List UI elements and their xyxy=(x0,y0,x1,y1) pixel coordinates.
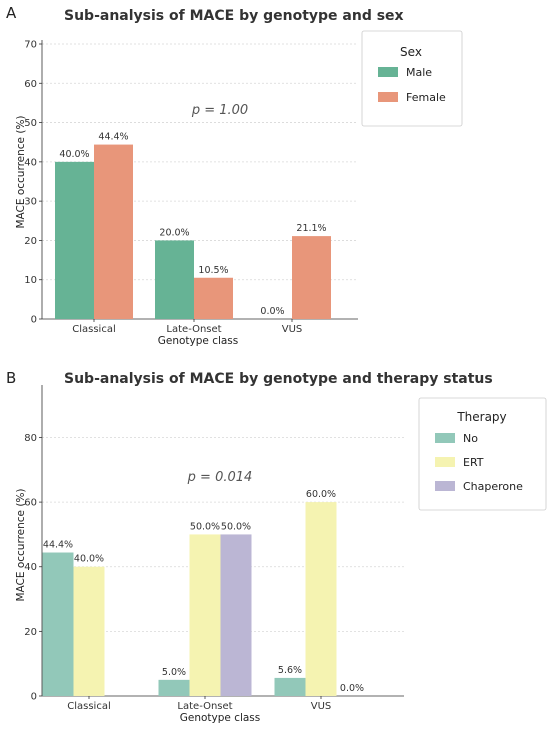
panel-letter-a: A xyxy=(6,4,17,22)
chart-b-y-tick-label: 0 xyxy=(31,692,37,703)
chart-a-data-label: 20.0% xyxy=(159,227,189,238)
chart-a-bar-male-late-onset xyxy=(155,240,194,319)
chart-b-plot: 0 20 40 60 80 44.4% 5.0% 5.6% 40.0% 50.0% 60.0% 50.… xyxy=(24,385,404,712)
chart-b-legend-label-chaperone: Chaperone xyxy=(463,480,523,493)
chart-a-y-tick-label: 50 xyxy=(24,118,37,129)
chart-a-legend-title: Sex xyxy=(400,45,422,59)
chart-b-bar-ert-classical xyxy=(73,566,105,696)
chart-a-plot: 0 10 20 30 40 50 60 70 40.0% 20.0% 0.0% 44.4% 10.5% 2… xyxy=(24,40,358,335)
panel-letter-b: B xyxy=(6,369,16,387)
chart-b-bar-ert-late-onset xyxy=(189,534,221,696)
chart-b-y-tick-label: 60 xyxy=(24,498,37,509)
chart-b-legend-swatch-ert xyxy=(435,457,455,467)
chart-a-y-tick-label: 30 xyxy=(24,197,37,208)
chart-b-y-tick-label: 40 xyxy=(24,562,37,573)
chart-b-legend-swatch-chaperone xyxy=(435,481,455,491)
chart-b-bar-chaperone-late-onset xyxy=(220,534,252,696)
chart-a-data-label: 21.1% xyxy=(296,223,326,234)
chart-b-data-label: 0.0% xyxy=(340,683,364,694)
chart-a-legend-swatch-female xyxy=(378,92,398,102)
chart-a-data-label: 44.4% xyxy=(98,132,128,143)
chart-a-y-tick-label: 70 xyxy=(24,40,37,51)
chart-a-legend-box xyxy=(361,30,463,127)
chart-b-y-tick-label: 80 xyxy=(24,433,37,444)
chart-b-x-tick-label: Classical xyxy=(67,701,111,712)
chart-b-legend-swatch-no xyxy=(435,433,455,443)
chart-a-x-axis-label: Genotype class xyxy=(158,335,239,347)
chart-a-y-tick-label: 10 xyxy=(24,275,37,286)
chart-b-legend: No ERT Chaperone xyxy=(435,432,523,493)
chart-a-legend-label-male: Male xyxy=(406,66,432,79)
chart-a-bar-female-vus xyxy=(292,236,331,319)
chart-a-p-value: p = 1.00 xyxy=(191,103,248,118)
chart-b-title: Sub-analysis of MACE by genotype and the… xyxy=(64,371,493,387)
chart-a-bar-male-classical xyxy=(55,161,94,319)
chart-a-legend-label-female: Female xyxy=(406,91,446,104)
chart-a-y-tick-label: 20 xyxy=(24,236,37,247)
chart-a-x-tick-label: Classical xyxy=(72,324,116,335)
chart-b-legend-label-no: No xyxy=(463,432,478,445)
chart-b-bar-no-classical xyxy=(42,552,74,696)
chart-b-data-label: 5.6% xyxy=(278,665,302,676)
chart-a-y-tick-label: 0 xyxy=(31,315,37,326)
chart-b-x-tick-label: Late-Onset xyxy=(177,701,232,712)
chart-a-legend-swatch-male xyxy=(378,67,398,77)
chart-b-bar-no-vus xyxy=(274,677,306,696)
chart-a-title: Sub-analysis of MACE by genotype and sex xyxy=(64,8,404,24)
chart-a-y-tick-label: 40 xyxy=(24,157,37,168)
chart-b-data-label: 5.0% xyxy=(162,667,186,678)
chart-b-data-label: 40.0% xyxy=(74,554,104,565)
chart-b-data-label: 50.0% xyxy=(221,521,251,532)
chart-a-x-tick-label: VUS xyxy=(282,324,303,335)
chart-b-data-label: 44.4% xyxy=(43,540,73,551)
chart-a-bar-female-classical xyxy=(94,144,133,319)
chart-b-bar-no-late-onset xyxy=(158,679,190,696)
chart-b-data-label: 50.0% xyxy=(190,521,220,532)
chart-b-data-label: 60.0% xyxy=(306,489,336,500)
chart-a-legend: Male Female xyxy=(378,66,446,104)
chart-b-x-axis-label: Genotype class xyxy=(180,712,261,724)
chart-a-data-label: 10.5% xyxy=(198,265,228,276)
chart-a-bar-female-late-onset xyxy=(194,277,233,319)
chart-b-legend-title: Therapy xyxy=(456,410,506,424)
chart-a-y-tick-label: 60 xyxy=(24,79,37,90)
chart-a-data-label: 40.0% xyxy=(59,149,89,160)
chart-b-bar-ert-vus xyxy=(305,502,337,696)
chart-a-x-tick-label: Late-Onset xyxy=(166,324,221,335)
chart-a-data-label: 0.0% xyxy=(260,306,284,317)
chart-b-y-axis-label: MACE occurrence (%) xyxy=(15,488,27,601)
chart-b-p-value: p = 0.014 xyxy=(187,470,253,485)
chart-a-y-axis-label: MACE occurrence (%) xyxy=(15,115,27,228)
chart-b-y-tick-label: 20 xyxy=(24,627,37,638)
chart-b-x-tick-label: VUS xyxy=(311,701,332,712)
chart-b-legend-label-ert: ERT xyxy=(463,456,484,469)
